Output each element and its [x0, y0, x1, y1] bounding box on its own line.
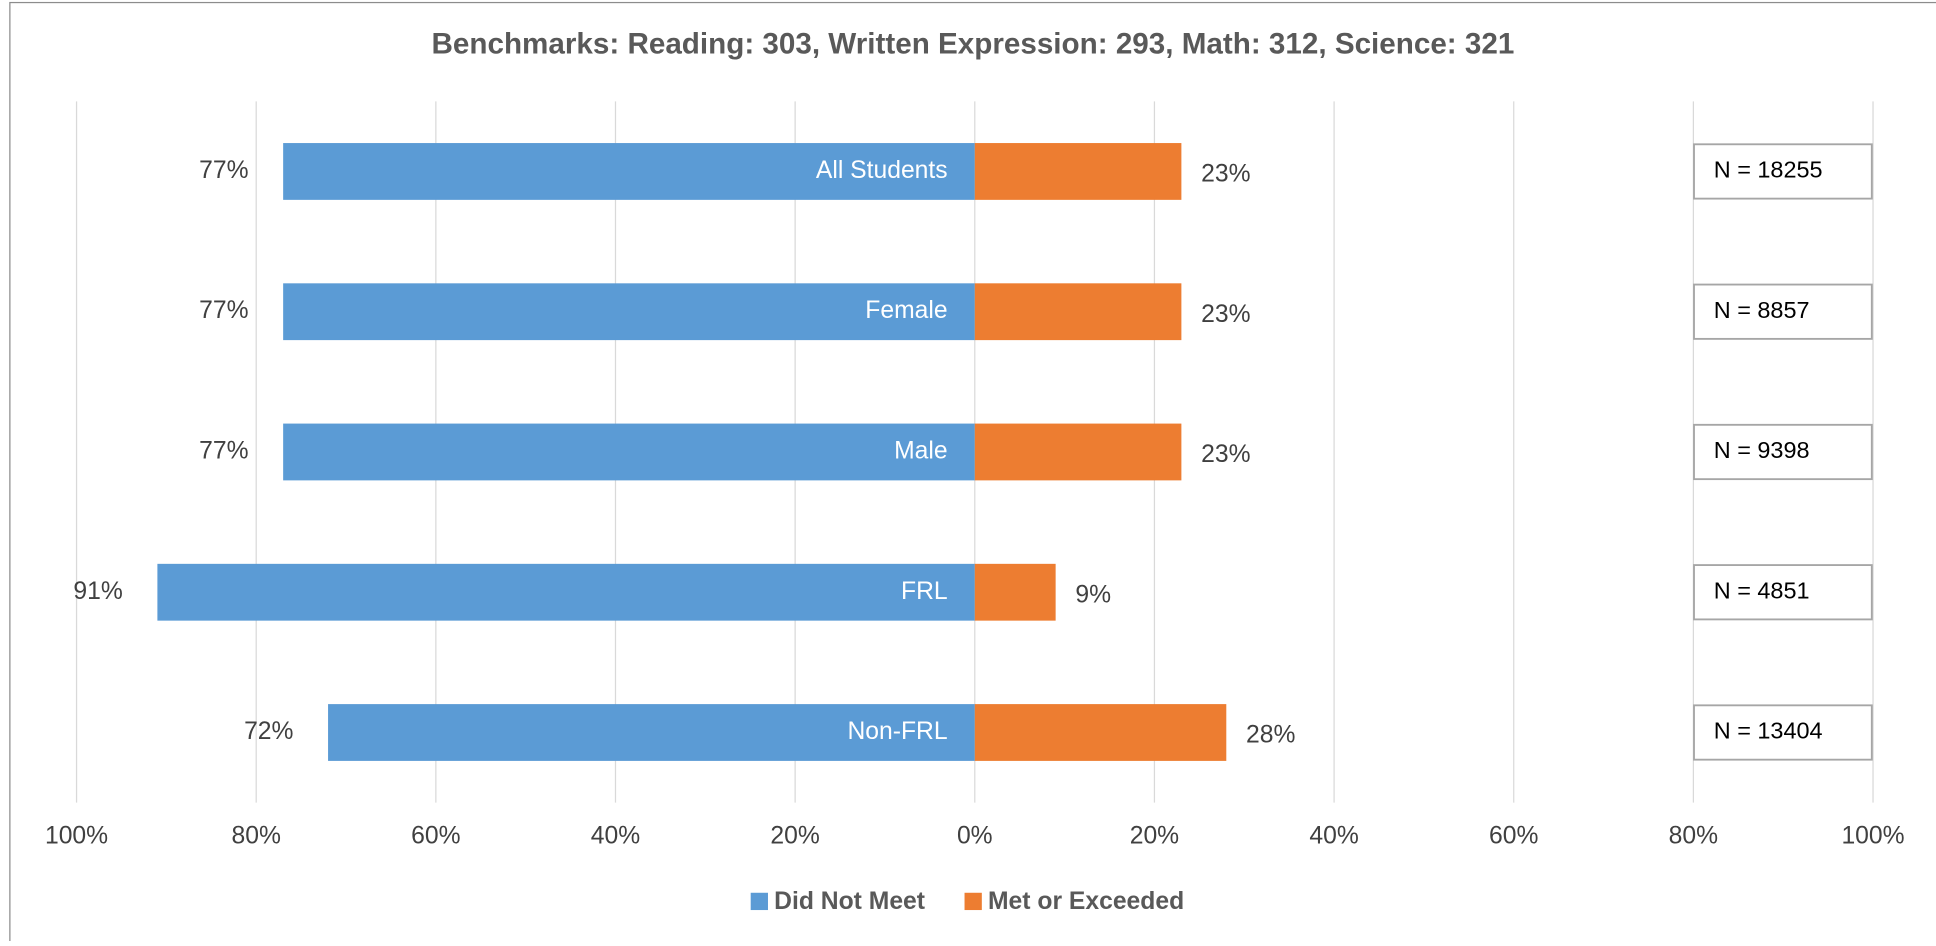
- category-label: Female: [865, 297, 947, 324]
- bar: [157, 563, 975, 621]
- chart-title: Benchmarks: Reading: 303, Written Expres…: [432, 28, 1515, 61]
- x-tick-label: 100%: [45, 823, 108, 850]
- value-label: 77%: [199, 157, 248, 184]
- x-tick-label: 100%: [1841, 823, 1904, 850]
- value-label: 77%: [199, 297, 248, 324]
- value-label: 77%: [199, 437, 248, 464]
- x-tick-label: 80%: [1669, 823, 1718, 850]
- legend-label: Met or Exceeded: [988, 888, 1184, 915]
- legend-label: Did Not Meet: [774, 888, 925, 915]
- category-label: All Students: [816, 157, 948, 184]
- bar: [974, 423, 1182, 481]
- n-label: N = 4851: [1714, 577, 1810, 603]
- category-label: FRL: [901, 578, 948, 605]
- value-label: 28%: [1246, 722, 1295, 749]
- x-tick-label: 60%: [411, 823, 460, 850]
- bar: [974, 283, 1182, 341]
- n-box: [1693, 283, 1873, 340]
- bar: [974, 704, 1227, 761]
- x-tick-label: 40%: [1309, 823, 1358, 850]
- x-tick-label: 20%: [1130, 823, 1179, 850]
- x-tick-label: 40%: [591, 823, 640, 850]
- category-label: Non-FRL: [847, 718, 947, 745]
- bar: [283, 423, 975, 481]
- bar: [283, 283, 975, 341]
- chart-border: [9, 1, 1936, 946]
- n-label: N = 9398: [1714, 437, 1810, 463]
- value-label: 23%: [1201, 301, 1250, 328]
- value-label: 72%: [244, 718, 293, 745]
- value-label: 23%: [1201, 441, 1250, 468]
- n-label: N = 18255: [1714, 157, 1823, 183]
- n-label: N = 13404: [1714, 718, 1823, 744]
- bar: [328, 704, 975, 761]
- legend-swatch: [750, 892, 768, 911]
- x-tick-label: 0%: [957, 823, 993, 850]
- category-label: Male: [894, 437, 948, 464]
- n-box: [1693, 143, 1873, 200]
- value-label: 23%: [1201, 161, 1250, 188]
- legend-swatch: [964, 892, 982, 911]
- bar: [283, 143, 975, 200]
- value-label: 91%: [73, 578, 122, 605]
- bar: [974, 143, 1182, 200]
- n-box: [1693, 423, 1873, 481]
- x-tick-label: 60%: [1489, 823, 1538, 850]
- x-tick-label: 80%: [231, 823, 280, 850]
- x-tick-label: 20%: [770, 823, 819, 850]
- bar: [974, 563, 1056, 621]
- n-box: [1693, 564, 1873, 621]
- n-box: [1693, 704, 1873, 761]
- value-label: 9%: [1075, 581, 1111, 608]
- n-label: N = 8857: [1714, 297, 1810, 323]
